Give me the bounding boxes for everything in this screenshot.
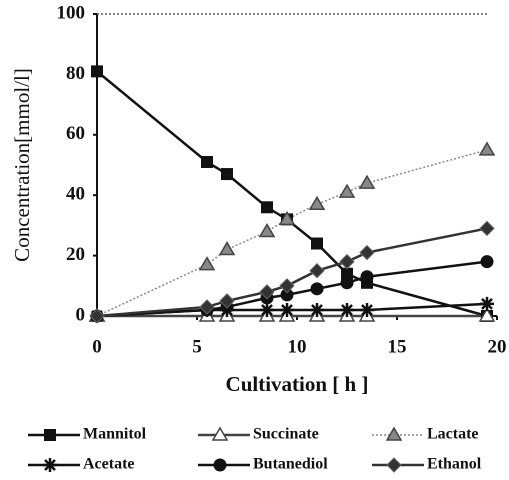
data-point <box>360 302 374 317</box>
data-point <box>221 168 233 181</box>
legend-label: Acetate <box>83 456 135 473</box>
y-tick-label: 20 <box>66 244 85 265</box>
x-tick-label: 5 <box>192 336 202 357</box>
data-point <box>198 256 216 271</box>
legend-label: Mannitol <box>83 426 147 443</box>
data-point <box>480 255 494 269</box>
data-point <box>219 293 235 309</box>
x-axis-label: Cultivation [ h ] <box>226 372 369 396</box>
x-tick-label: 0 <box>92 336 102 357</box>
legend-label: Lactate <box>427 426 479 443</box>
data-point <box>260 302 274 317</box>
legend-marker <box>213 458 227 472</box>
y-tick-label: 40 <box>66 184 85 205</box>
series-line <box>96 227 488 318</box>
series-line <box>96 70 488 318</box>
x-tick-label: 10 <box>288 336 307 357</box>
legend-marker <box>43 458 57 472</box>
data-point <box>340 276 354 290</box>
y-tick-label: 80 <box>66 63 85 84</box>
data-point <box>358 174 376 189</box>
data-point <box>310 282 324 296</box>
x-tick-label: 15 <box>388 336 407 357</box>
legend-marker <box>385 426 403 441</box>
y-tick-label: 0 <box>76 304 86 325</box>
data-point <box>341 267 353 280</box>
legend-label: Butanediol <box>253 456 328 473</box>
data-point <box>359 244 375 261</box>
data-point <box>310 302 324 317</box>
data-point <box>218 241 236 256</box>
y-axis-label: Concentration[mmol/l] <box>10 68 34 262</box>
data-point <box>280 288 294 302</box>
legend-label: Ethanol <box>427 456 482 473</box>
data-point <box>340 302 354 317</box>
x-tick-label: 20 <box>488 336 507 357</box>
legend-marker <box>211 426 229 441</box>
data-point <box>308 195 326 211</box>
data-point <box>279 278 295 294</box>
data-point <box>338 183 356 198</box>
legend-marker <box>386 457 402 473</box>
data-point <box>261 201 273 214</box>
data-point <box>91 65 103 78</box>
data-point <box>479 220 495 237</box>
legend-marker <box>44 429 56 441</box>
data-point <box>478 141 496 156</box>
data-point <box>258 222 276 238</box>
y-tick-label: 60 <box>66 123 85 144</box>
data-point <box>89 308 105 324</box>
data-point <box>309 262 325 279</box>
data-point <box>478 307 496 322</box>
data-point <box>201 155 213 168</box>
data-point <box>339 253 355 270</box>
data-point <box>259 284 275 300</box>
data-point <box>360 270 374 284</box>
data-point <box>278 210 296 226</box>
data-point <box>311 237 323 250</box>
data-point <box>199 299 215 315</box>
data-point <box>280 302 294 317</box>
legend-label: Succinate <box>253 426 319 443</box>
y-tick-label: 100 <box>57 2 86 23</box>
data-point <box>480 296 494 311</box>
